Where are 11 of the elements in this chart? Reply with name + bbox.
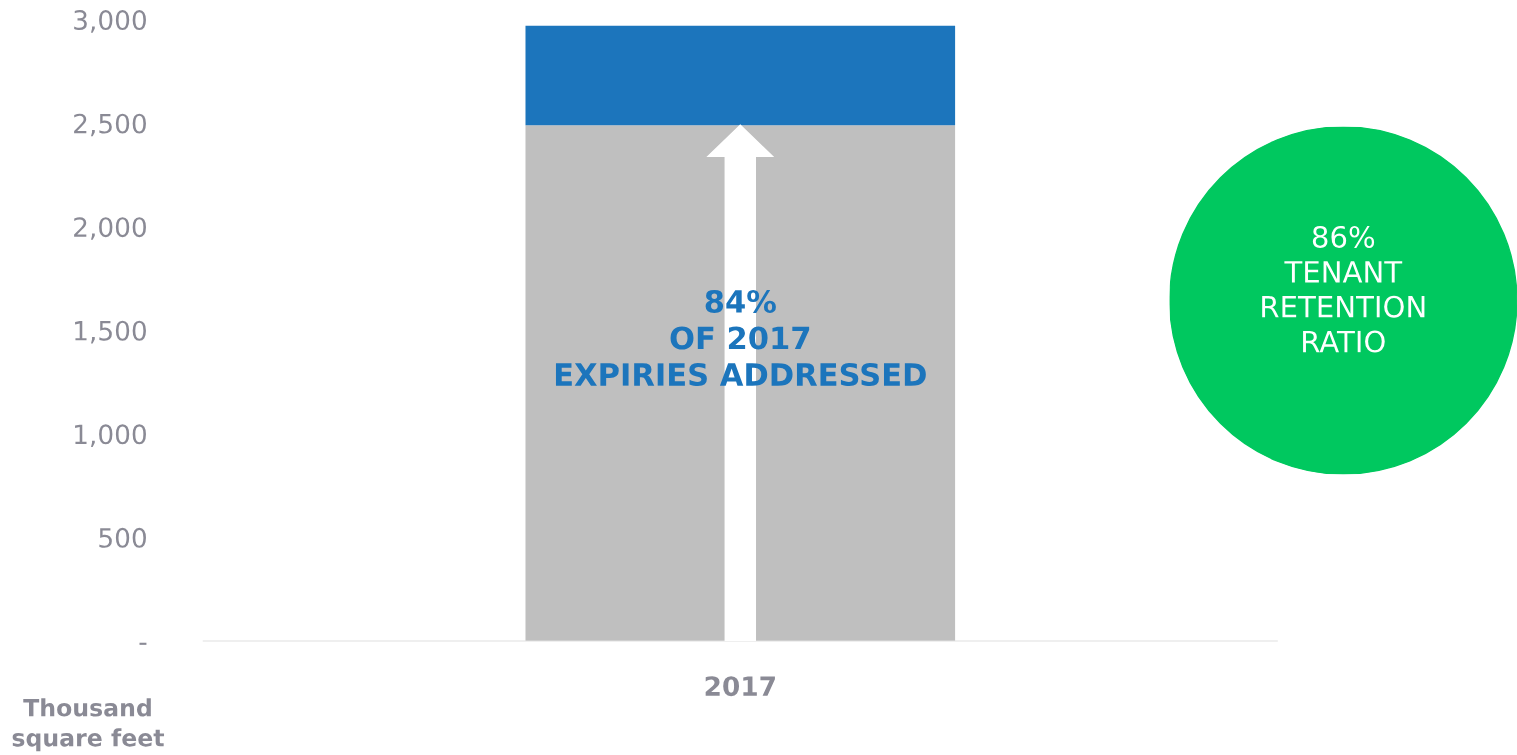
y-axis-title: Thousand square feet xyxy=(12,698,165,752)
x-tick-label: 2017 xyxy=(705,676,775,697)
annotation: 86% TENANT RETENTION RATIO xyxy=(1262,225,1425,353)
annotation: 84% OF 2017 EXPIRIES ADDRESSED xyxy=(555,289,926,387)
y-tick-label: 2,500 xyxy=(74,113,146,137)
y-tick-label: 2,000 xyxy=(74,217,146,240)
y-tick-label: - xyxy=(139,642,147,645)
y-tick-label: 1,000 xyxy=(75,424,146,447)
y-tick-label: 3,000 xyxy=(74,10,146,33)
y-tick-label: 500 xyxy=(99,527,146,548)
y-tick-label: 1,500 xyxy=(75,320,146,344)
